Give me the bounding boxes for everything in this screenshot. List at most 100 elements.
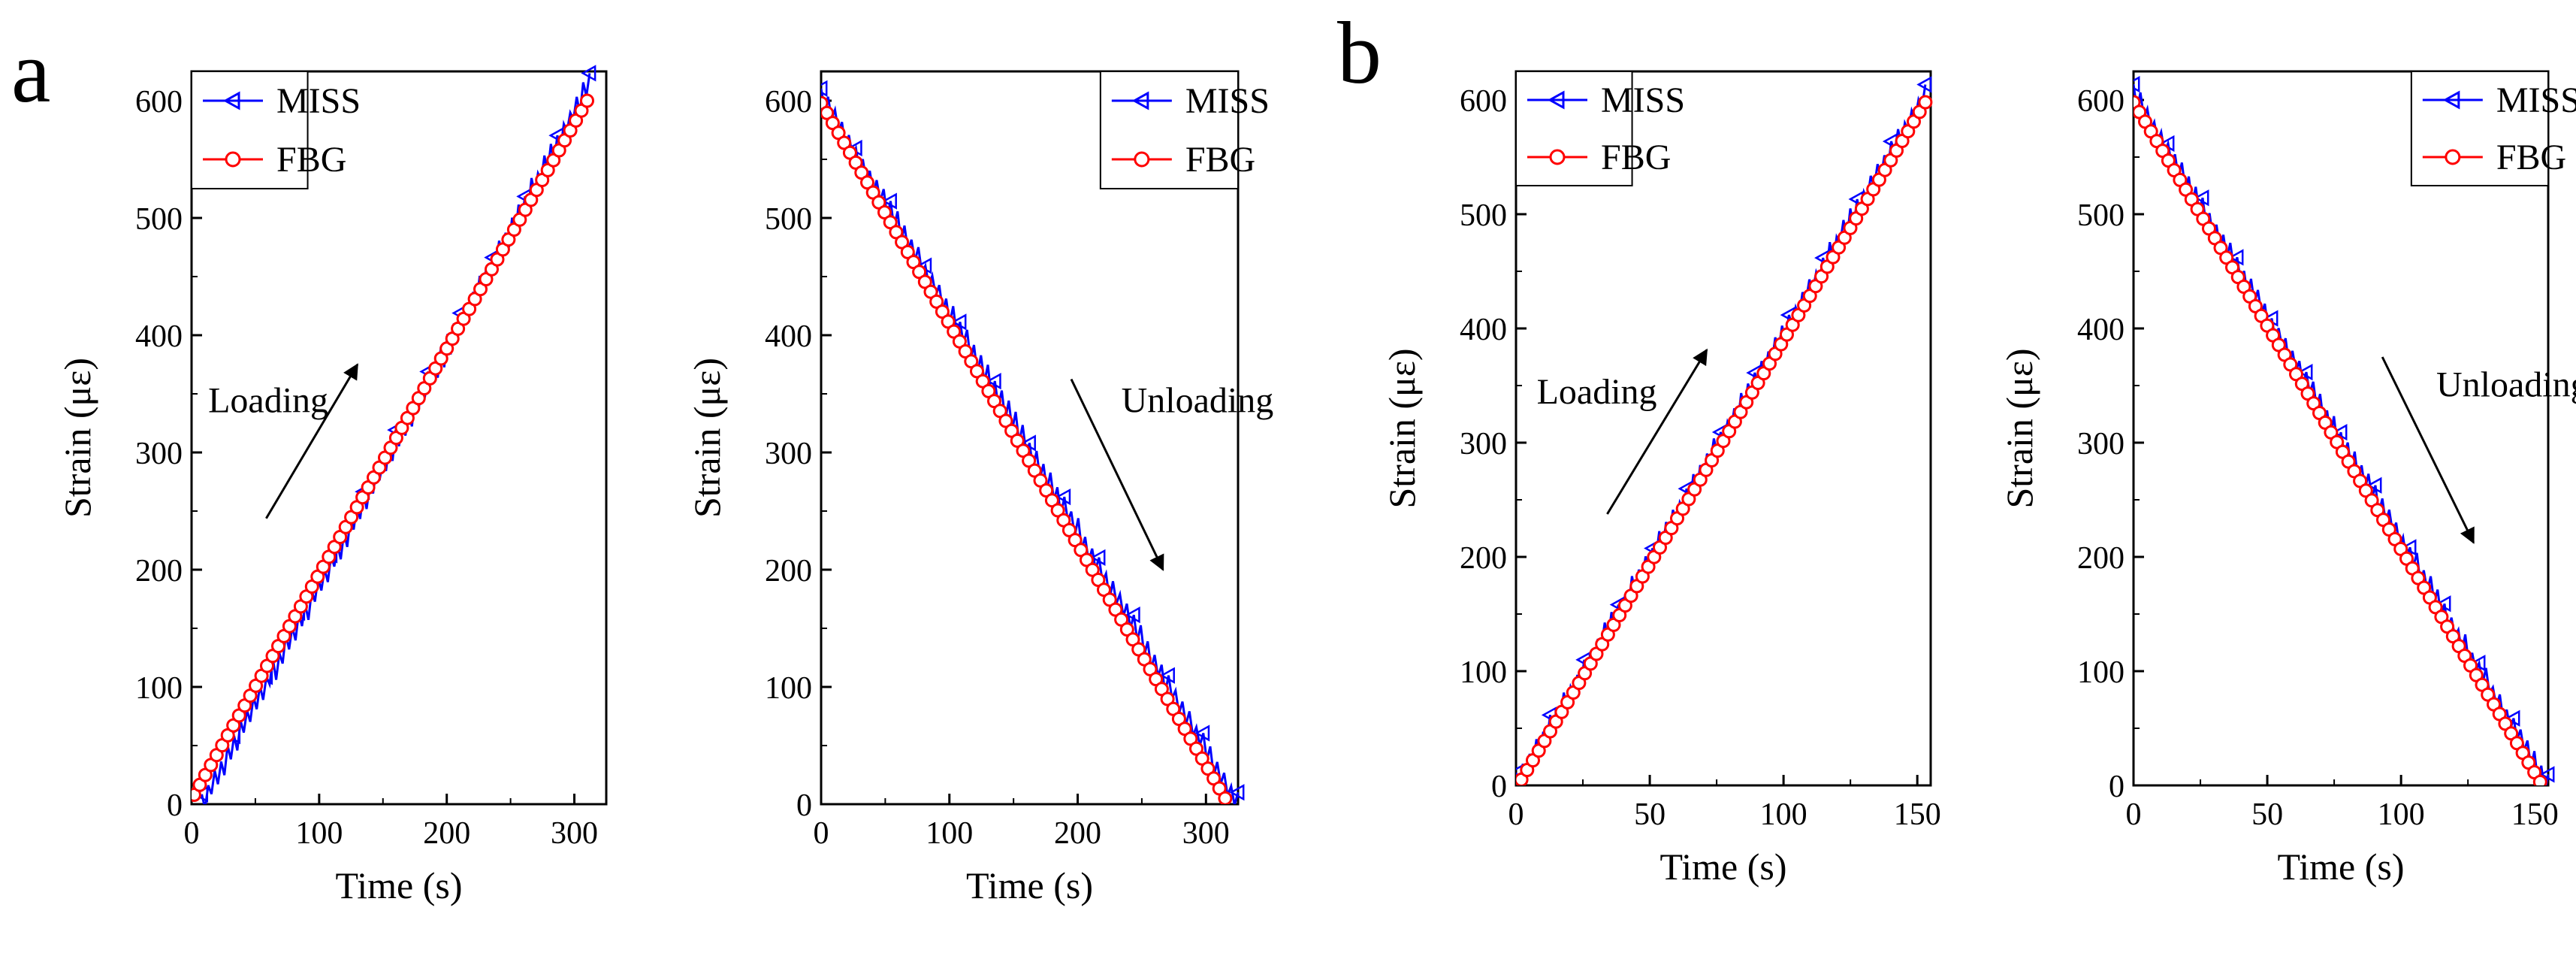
- y-tick-label: 400: [1460, 313, 1507, 347]
- annotation-arrow: [2381, 356, 2475, 544]
- data-point: [1020, 434, 1036, 452]
- x-axis-label: Time (s): [966, 864, 1093, 906]
- legend-label-fbg: FBG: [1185, 140, 1255, 180]
- y-tick-label: 200: [765, 554, 812, 588]
- x-tick-label: 200: [423, 816, 470, 851]
- plot-frame: [1514, 70, 1932, 787]
- y-tick-label: 200: [135, 554, 183, 588]
- data-point: [986, 372, 1001, 390]
- data-point: [2436, 595, 2451, 613]
- series-miss: [2134, 76, 2555, 785]
- y-tick-label: 300: [135, 437, 183, 471]
- y-tick-label: 300: [1460, 427, 1507, 461]
- y-tick-label: 200: [1460, 541, 1507, 576]
- y-tick-label: 100: [765, 671, 812, 706]
- x-tick-label: 0: [814, 816, 829, 851]
- data-point: [1916, 76, 1932, 93]
- y-tick-label: 500: [2077, 198, 2125, 233]
- data-point: [2134, 76, 2140, 93]
- legend-label-miss: MISS: [2496, 80, 2576, 120]
- annotation-arrow: [265, 363, 359, 519]
- y-tick-label: 500: [765, 202, 812, 237]
- annotation-arrow: [1606, 348, 1708, 515]
- legend-label-miss: MISS: [1601, 80, 1685, 120]
- legend-label-miss: MISS: [1185, 81, 1270, 121]
- y-tick-label: 500: [135, 202, 183, 237]
- y-tick-label: 300: [2077, 427, 2125, 461]
- legend-frame: [2410, 71, 2550, 186]
- legend-swatch-marker: [2445, 149, 2461, 165]
- x-tick-label: 100: [926, 816, 973, 851]
- series-fbg: [821, 95, 1233, 804]
- data-point: [1218, 791, 1233, 804]
- legend-label-fbg: FBG: [2496, 138, 2566, 177]
- y-tick-label: 0: [2109, 770, 2125, 804]
- legend: MISS FBG: [1515, 71, 1685, 186]
- legend: MISS FBG: [191, 71, 361, 189]
- data-point: [1159, 667, 1175, 684]
- y-tick-label: 400: [765, 319, 812, 354]
- x-tick-label: 150: [1894, 797, 1941, 832]
- y-tick-label: 600: [765, 85, 812, 120]
- chart-panel-a-loading: 0 100 200 300 0 100 200 300 400 500 600 Time (s) Str…: [56, 65, 608, 906]
- annotation-loading: Loading: [1537, 372, 1657, 412]
- y-tick-label: 300: [765, 437, 812, 471]
- data-point: [1055, 488, 1071, 506]
- data-point: [2366, 476, 2382, 494]
- data-point: [2297, 363, 2313, 381]
- annotation-arrow: [1070, 378, 1164, 571]
- legend-frame: [1515, 71, 1633, 186]
- data-point: [2505, 709, 2520, 727]
- legend-swatch-marker: [222, 91, 240, 110]
- x-tick-label: 300: [1182, 816, 1230, 851]
- annotation-loading: Loading: [208, 380, 328, 420]
- y-tick-label: 100: [2077, 655, 2125, 690]
- y-axis-label: Strain (με): [1998, 348, 2040, 508]
- panel-letter-b: b: [1337, 4, 1382, 102]
- series-fbg: [1516, 95, 1933, 785]
- legend-frame: [191, 71, 309, 189]
- legend-swatch-marker: [2442, 90, 2460, 110]
- annotation-unloading: Unloading: [1122, 380, 1274, 420]
- data-point: [2228, 249, 2244, 266]
- x-tick-label: 50: [1634, 797, 1665, 832]
- y-axis-label: Strain (με): [56, 358, 98, 518]
- data-point: [2401, 539, 2417, 556]
- series-fbg: [2134, 95, 2547, 785]
- legend-label-fbg: FBG: [1601, 138, 1671, 177]
- legend-label-miss: MISS: [276, 81, 361, 121]
- panel-letter-a: a: [11, 23, 50, 121]
- x-tick-label: 100: [295, 816, 343, 851]
- data-point: [2332, 424, 2348, 441]
- annotation-unloading: Unloading: [2436, 365, 2576, 404]
- x-tick-label: 200: [1054, 816, 1101, 851]
- x-tick-label: 0: [1508, 797, 1524, 832]
- chart-panel-b-unloading: 0 50 100 150 0 100 200 300 400 500 600 Time (s) Stra…: [1998, 70, 2576, 888]
- x-axis-label: Time (s): [1659, 846, 1786, 888]
- y-tick-label: 100: [1460, 655, 1507, 690]
- y-tick-label: 400: [2077, 313, 2125, 347]
- legend-swatch-marker: [1131, 91, 1149, 110]
- legend-swatch-marker: [225, 151, 241, 168]
- x-tick-label: 50: [2251, 797, 2283, 832]
- data-point: [2532, 774, 2547, 785]
- data-point: [881, 192, 897, 210]
- data-point: [2539, 766, 2555, 783]
- data-point: [1125, 607, 1140, 624]
- legend-swatch-marker: [1549, 149, 1566, 165]
- data-point: [1194, 725, 1210, 742]
- plot-frame: [190, 70, 608, 806]
- series-line: [2134, 83, 2550, 785]
- y-tick-label: 600: [135, 85, 183, 120]
- series-line: [821, 88, 1240, 804]
- y-tick-label: 0: [1491, 770, 1507, 804]
- y-tick-label: 600: [2077, 84, 2125, 119]
- data-point: [1090, 549, 1106, 566]
- legend-swatch-marker: [1134, 151, 1150, 168]
- x-axis-label: Time (s): [2277, 846, 2404, 888]
- data-point: [2194, 189, 2209, 207]
- data-point: [1229, 784, 1245, 801]
- data-point: [581, 65, 596, 82]
- y-axis-label: Strain (με): [1381, 348, 1423, 508]
